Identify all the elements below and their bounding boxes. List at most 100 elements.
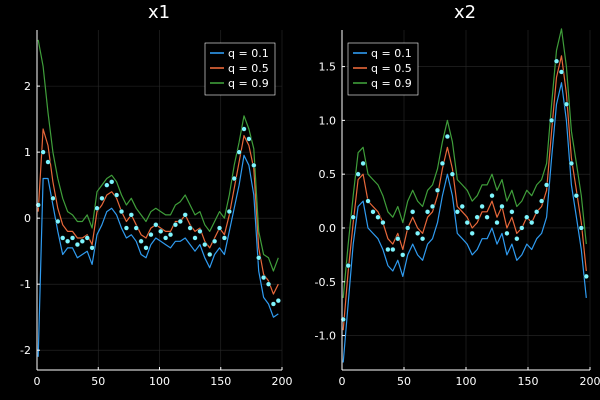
data-point	[429, 203, 436, 210]
data-point	[365, 198, 371, 204]
data-point	[89, 245, 95, 251]
data-point	[65, 238, 71, 244]
scatter-observed	[35, 126, 281, 307]
data-point	[226, 208, 232, 215]
x-tick-label: 100	[456, 375, 477, 388]
y-tick-label: 0	[24, 212, 31, 225]
data-point	[246, 136, 252, 142]
data-point	[148, 232, 154, 238]
data-point	[197, 228, 203, 234]
data-point	[454, 209, 460, 215]
data-point	[241, 126, 247, 132]
data-point	[385, 246, 391, 253]
data-point	[355, 171, 361, 177]
data-point	[202, 241, 208, 248]
data-point	[192, 235, 198, 241]
data-point	[479, 203, 485, 210]
tick-labels: 0 50 100 150 200 -1.0 -0.5 0.0 0.5 1.0 1.5	[315, 61, 600, 388]
data-point	[128, 212, 134, 218]
series-line-01	[37, 154, 279, 357]
legend-box	[204, 42, 276, 96]
scatter-observed	[340, 58, 589, 323]
data-point	[231, 175, 237, 182]
data-point	[74, 241, 81, 248]
y-tick-label: 1	[24, 146, 31, 159]
data-point	[212, 238, 218, 244]
data-point	[568, 160, 575, 167]
data-point	[251, 162, 257, 168]
data-point	[583, 273, 589, 279]
data-point	[489, 193, 495, 199]
data-point	[133, 225, 139, 231]
data-point	[494, 219, 500, 226]
series-line-09	[342, 28, 587, 298]
series-line-05	[37, 128, 279, 295]
data-point	[69, 235, 76, 241]
y-tick-label: 1.5	[319, 61, 337, 74]
data-point	[138, 238, 144, 244]
data-point	[405, 225, 411, 231]
data-point	[464, 219, 470, 226]
data-point	[420, 236, 426, 242]
data-point	[519, 225, 525, 231]
data-point	[345, 263, 351, 269]
data-point	[79, 238, 85, 244]
data-point	[514, 236, 520, 242]
legend-label-q01: q = 0.1	[228, 47, 269, 60]
data-point	[439, 160, 446, 167]
data-point	[375, 214, 381, 220]
subplot-title: x1	[148, 2, 170, 23]
data-point	[40, 149, 46, 155]
series-group	[340, 28, 589, 363]
series-line-09	[37, 39, 279, 272]
data-point	[265, 281, 272, 287]
data-point	[563, 101, 570, 107]
x-tick-label: 50	[91, 375, 105, 388]
y-tick-label: 0.0	[319, 222, 337, 235]
y-tick-label: 2	[24, 80, 31, 93]
series-group	[35, 39, 281, 357]
data-point	[474, 214, 480, 220]
data-point	[109, 179, 115, 185]
data-point	[573, 193, 579, 199]
data-point	[236, 149, 242, 155]
y-tick-label: -0.5	[315, 276, 336, 289]
data-point	[270, 301, 277, 307]
x-tick-label: 200	[580, 375, 600, 388]
subplot-x1: x1 0 50 100 150 200 -2 -1 0 1 2 q = 0.1 q = 0.5 q…	[20, 2, 292, 388]
data-point	[424, 209, 431, 215]
data-point	[207, 251, 213, 258]
data-point	[509, 209, 515, 215]
legend: q = 0.1 q = 0.5 q = 0.9	[204, 42, 276, 96]
y-tick-label: -2	[20, 344, 31, 357]
data-point	[94, 205, 100, 211]
data-point	[415, 230, 421, 236]
data-point	[275, 298, 281, 304]
data-point	[99, 195, 105, 201]
legend-label-q09: q = 0.9	[228, 77, 269, 90]
legend-label-q09: q = 0.9	[371, 77, 412, 90]
data-point	[114, 192, 120, 198]
series-line-01	[342, 82, 587, 363]
data-point	[484, 214, 490, 220]
x-tick-label: 0	[34, 375, 41, 388]
data-point	[118, 208, 125, 215]
data-point	[543, 182, 550, 188]
data-point	[529, 219, 535, 226]
data-point	[449, 171, 455, 177]
data-point	[558, 69, 565, 75]
data-point	[177, 218, 183, 225]
data-point	[84, 235, 90, 241]
series-line-05	[342, 55, 587, 331]
subplot-title: x2	[454, 2, 476, 23]
data-point	[434, 187, 441, 193]
data-point	[216, 225, 223, 231]
data-point	[221, 235, 228, 241]
data-point	[123, 225, 130, 231]
data-point	[504, 230, 510, 236]
legend-label-q05: q = 0.5	[228, 62, 269, 75]
x-tick-label: 150	[210, 375, 231, 388]
y-tick-label: 1.0	[319, 114, 337, 127]
data-point	[50, 195, 56, 201]
